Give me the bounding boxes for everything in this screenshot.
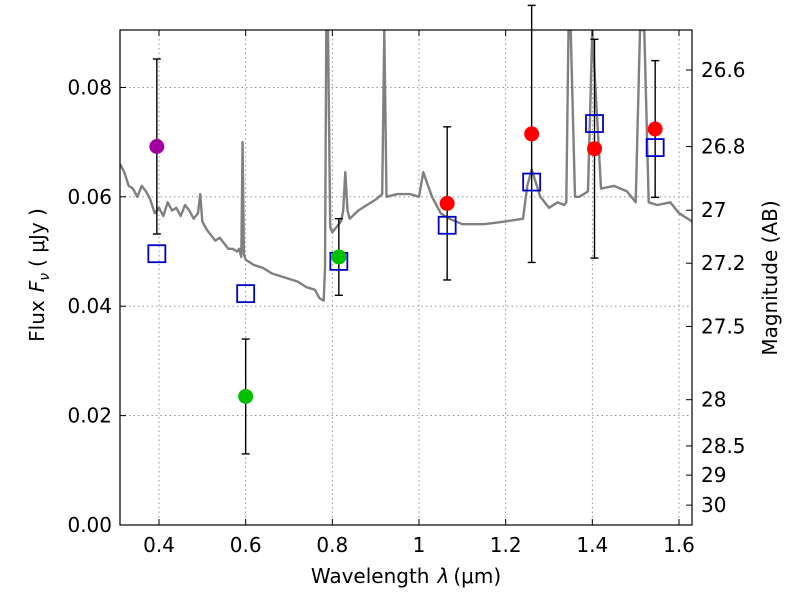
model-flux-square [147, 244, 167, 264]
x-tick-label: 0.6 [230, 533, 262, 557]
model-flux-square [437, 215, 457, 235]
magnitude-tick-label: 27.5 [701, 314, 746, 338]
x-tick-label: 0.8 [316, 533, 348, 557]
x-tick-label: 0.4 [143, 533, 175, 557]
model-flux-square [236, 284, 256, 304]
observed-flux-point [587, 141, 602, 157]
observed-flux-point [149, 139, 165, 155]
x-tick-label: 1.6 [663, 533, 695, 557]
model-flux-square [522, 172, 542, 192]
magnitude-tick-label: 27 [701, 198, 726, 222]
magnitude-tick-labels: 26.6 26.8 27 27.2 27.5 28 28.5 29 30 [701, 58, 746, 517]
model-flux-square [645, 138, 665, 157]
observed-flux-point [331, 249, 347, 265]
axis-ticks [120, 30, 692, 526]
x-tick-label: 1.4 [576, 533, 608, 557]
model-spectrum-layer [120, 30, 692, 302]
observed-flux-point [524, 126, 540, 142]
error-bars [152, 4, 660, 455]
magnitude-tick-label: 27.2 [701, 251, 746, 275]
observed-flux-point [439, 195, 455, 211]
y-tick-labels: 0.00 0.02 0.04 0.06 0.08 [67, 75, 112, 537]
x-tick-label: 1 [413, 533, 426, 557]
x-axis-label: Wavelength λ (μm) [311, 564, 501, 588]
magnitude-tick-label: 26.8 [701, 135, 746, 159]
magnitude-tick-label: 28 [701, 388, 726, 412]
model-flux-square [585, 114, 604, 133]
y-tick-label: 0.04 [67, 294, 112, 318]
grid [120, 30, 692, 526]
magnitude-tick-label: 26.6 [701, 58, 746, 82]
y-tick-label: 0.08 [67, 75, 112, 99]
model-spectrum-line [120, 30, 692, 302]
y-tick-label: 0.00 [67, 513, 112, 537]
x-tick-label: 1.2 [490, 533, 522, 557]
magnitude-axis-label: Magnitude (AB) [758, 200, 782, 355]
magnitude-tick-label: 28.5 [701, 434, 746, 458]
magnitude-tick-label: 29 [701, 463, 726, 487]
y-tick-label: 0.06 [67, 185, 112, 209]
observed-flux-points [149, 121, 663, 404]
plot-frame [119, 29, 693, 526]
magnitude-tick-label: 30 [701, 493, 726, 517]
observed-flux-point [238, 388, 254, 404]
observed-flux-point [647, 121, 663, 137]
y-axis-label: FluxFν( μJy ) [25, 208, 53, 342]
y-tick-label: 0.02 [67, 404, 112, 428]
x-tick-labels: 0.4 0.6 0.8 1 1.2 1.4 1.6 [143, 533, 695, 557]
model-photometry-squares [147, 114, 665, 304]
